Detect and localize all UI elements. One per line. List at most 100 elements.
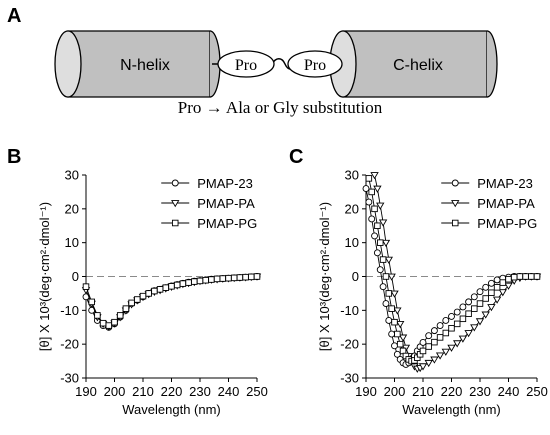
data-point bbox=[376, 202, 385, 210]
data-point bbox=[459, 303, 467, 311]
data-point bbox=[373, 185, 382, 193]
data-point bbox=[376, 266, 384, 274]
data-point bbox=[516, 273, 524, 280]
y-tick-label: 10 bbox=[65, 235, 79, 250]
data-point bbox=[435, 352, 445, 360]
series-pmap-pg bbox=[365, 175, 541, 365]
y-tick-label: 0 bbox=[72, 269, 79, 284]
x-tick-label: 200 bbox=[384, 384, 406, 399]
legend-marker bbox=[171, 179, 179, 187]
data-point bbox=[385, 290, 393, 297]
data-point bbox=[493, 284, 501, 291]
data-point bbox=[162, 284, 170, 291]
x-axis-title: Wavelength (nm) bbox=[122, 402, 221, 417]
x-tick-label: 220 bbox=[441, 384, 463, 399]
data-point bbox=[139, 292, 147, 300]
y-tick-label: 0 bbox=[352, 269, 359, 284]
data-point bbox=[388, 330, 396, 338]
series-pmap-pg bbox=[82, 273, 261, 329]
data-point bbox=[385, 317, 393, 324]
data-point bbox=[88, 298, 95, 306]
data-point bbox=[382, 300, 390, 308]
data-point bbox=[482, 283, 490, 291]
x-tick-label: 250 bbox=[246, 384, 268, 399]
data-point bbox=[219, 275, 227, 282]
x-tick-label: 200 bbox=[104, 384, 126, 399]
y-tick-label: 10 bbox=[345, 235, 359, 250]
c-helix-label: C-helix bbox=[393, 57, 443, 74]
y-tick-label: -20 bbox=[340, 337, 359, 352]
data-point bbox=[396, 340, 404, 348]
data-point bbox=[398, 334, 408, 342]
legend-label: PMAP-23 bbox=[477, 176, 533, 191]
panel-label-c: C bbox=[289, 146, 303, 168]
data-point bbox=[499, 279, 507, 286]
data-point bbox=[441, 348, 450, 356]
data-point bbox=[447, 344, 456, 352]
x-tick-label: 230 bbox=[189, 384, 211, 399]
legend-marker bbox=[171, 219, 179, 227]
pro-left-oval bbox=[217, 50, 275, 78]
x-tick-label: 210 bbox=[412, 384, 434, 399]
data-point bbox=[365, 198, 373, 206]
data-point bbox=[464, 330, 473, 338]
y-axis-title: [θ] X 10³(deg·cm²·dmol⁻¹) bbox=[317, 202, 332, 351]
data-point bbox=[393, 307, 402, 315]
legend-label: PMAP-PG bbox=[477, 216, 537, 231]
data-point bbox=[373, 249, 381, 257]
data-point bbox=[388, 305, 395, 312]
data-point bbox=[436, 322, 444, 330]
data-point bbox=[436, 334, 444, 341]
data-point bbox=[458, 335, 468, 343]
x-tick-label: 250 bbox=[526, 384, 548, 399]
data-point bbox=[111, 318, 118, 326]
x-tick-label: 220 bbox=[161, 384, 183, 399]
data-point bbox=[448, 325, 455, 332]
data-point bbox=[465, 310, 472, 317]
data-point bbox=[419, 339, 427, 346]
x-tick-label: 240 bbox=[218, 384, 240, 399]
data-point bbox=[448, 312, 455, 320]
data-point bbox=[105, 322, 113, 329]
data-point bbox=[442, 329, 450, 337]
data-point bbox=[242, 273, 249, 281]
y-tick-label: 20 bbox=[345, 201, 359, 216]
data-point bbox=[208, 276, 215, 283]
data-point bbox=[368, 215, 376, 223]
data-point bbox=[453, 308, 461, 316]
data-point bbox=[387, 273, 396, 281]
data-point bbox=[116, 312, 124, 319]
data-point bbox=[442, 317, 450, 324]
data-point bbox=[202, 276, 209, 284]
data-point bbox=[470, 293, 478, 301]
x-axis-title: Wavelength (nm) bbox=[402, 402, 501, 417]
data-point bbox=[493, 276, 501, 284]
data-point bbox=[419, 347, 427, 355]
data-point bbox=[368, 188, 375, 196]
legend-marker bbox=[451, 179, 459, 187]
legend-label: PMAP-23 bbox=[197, 176, 253, 191]
data-point bbox=[465, 298, 473, 306]
data-point bbox=[425, 332, 433, 340]
data-point bbox=[94, 312, 101, 319]
data-point bbox=[236, 274, 244, 281]
data-point bbox=[381, 239, 391, 247]
legend-label: PMAP-PA bbox=[477, 196, 535, 211]
data-point bbox=[481, 311, 490, 319]
x-tick-label: 230 bbox=[469, 384, 491, 399]
data-point bbox=[492, 296, 502, 304]
data-point bbox=[488, 289, 495, 296]
data-point bbox=[196, 277, 204, 285]
data-point bbox=[374, 222, 381, 229]
data-point bbox=[424, 359, 433, 368]
data-point bbox=[99, 319, 107, 327]
data-point bbox=[430, 327, 438, 335]
data-point bbox=[371, 205, 378, 213]
data-point bbox=[390, 290, 399, 298]
pro-right-label: Pro bbox=[304, 57, 326, 74]
data-point bbox=[391, 318, 398, 326]
n-helix-cylinder bbox=[54, 30, 221, 98]
series-pmap-23 bbox=[82, 273, 261, 331]
data-point bbox=[382, 273, 390, 280]
